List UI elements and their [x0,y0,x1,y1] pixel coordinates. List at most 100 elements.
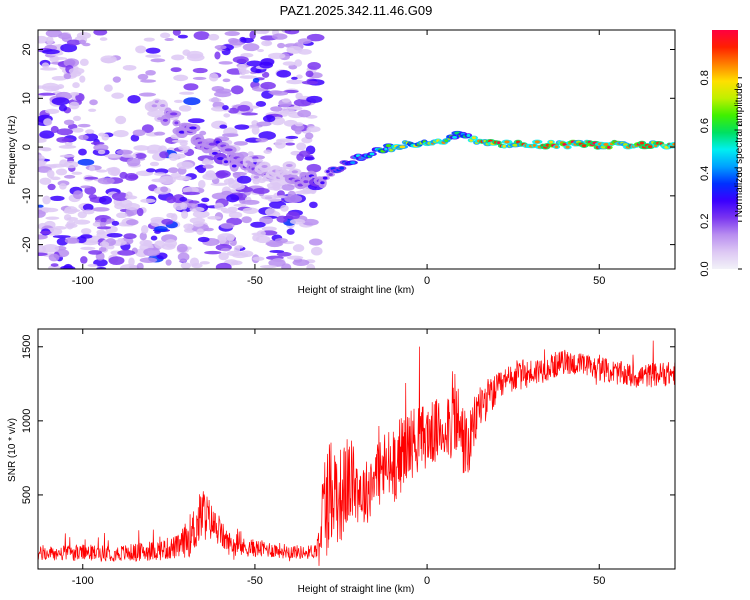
spectrogram-noise-blob [68,67,85,75]
spectrogram-noise-blob [60,43,78,53]
spectrogram-noise-blob [182,49,191,56]
spectrogram-noise-blob [80,228,92,235]
spectrogram-noise-blob [88,108,97,112]
spectrogram-noise-blob [137,73,149,81]
spectrogram-noise-blob [208,33,220,41]
snr-frame [37,328,676,570]
spectrogram-ridge-core [581,144,587,148]
spectrogram-ridge-core [399,145,406,149]
spectrogram-noise-blob [139,257,158,263]
spectrogram-noise-blob [127,174,139,180]
spectrogram-noise-blob [49,195,65,201]
spectrogram-noise-blob [126,219,139,226]
spectrogram-noise-blob [159,32,171,39]
spectrogram-noise-blob [153,131,166,136]
spectrogram-noise-blob [289,218,306,225]
colorbar-ticks: 0.0 0.2 0.4 0.6 0.8 [699,70,742,277]
spectrogram-ridge-core [231,164,237,168]
spectrogram-noise-blob [242,199,260,205]
spectrogram-noise-blob [262,115,276,123]
spectrogram-noise-blob [306,33,325,42]
spectrogram-noise-blob [192,76,207,80]
spectrogram-noise-blob [215,262,232,269]
spectrogram-noise-blob [226,250,243,257]
spectrogram-noise-blob [177,34,188,39]
spectrogram-noise-blob [252,77,260,83]
spectrogram-noise-blob [260,81,276,90]
spectrogram-noise-blob [173,99,184,104]
spectrogram-noise-blob [116,149,133,155]
spectrogram-noise-blob [234,124,250,130]
spectrogram-ridge-core [169,112,178,116]
spectrogram-noise-blob [41,62,50,69]
spectrogram-frame [37,29,676,270]
spectrogram-noise-blob [183,223,194,230]
spectrogram-noise-blob [104,154,123,158]
spectrogram-ridge-core [549,140,553,144]
spectrogram-noise-blob [48,163,67,168]
spectrogram-ridge-core [261,164,268,168]
spectrogram-noise-blob [270,106,283,112]
spectrogram-noise-blob [38,92,56,96]
spectrogram-noise-blob [256,230,266,237]
spectrogram-ridge-core [504,140,510,144]
spectrogram-noise-blob [296,153,304,161]
spectrogram-noise-blob [68,101,80,110]
spectrogram-noise-blob [43,118,53,126]
y-tick-label: -20 [21,237,33,253]
spectrogram-noise-blob [165,259,172,266]
spectrogram-noise-blob [99,37,108,41]
spectrogram-noise-blob [38,204,44,208]
spectrogram-ridge-core [532,143,537,147]
spectrogram-noise-blob [240,37,255,43]
spectrogram-noise-blob [77,123,91,128]
spectrogram-noise-blob [65,223,78,229]
spectrogram-noise-blob [268,52,286,59]
spectrogram-noise-blob [221,190,232,196]
spectrogram-noise-blob [226,233,235,242]
spectrogram-noise-blob [214,44,227,50]
spectrogram-noise-blob [138,92,156,97]
y-tick-label: 0 [21,144,33,150]
spectrogram-noise-blob [126,157,141,167]
spectrogram-noise-blob [171,54,185,61]
spectrogram-x-label: Height of straight line (km) [298,285,415,296]
spectrogram-noise-blob [281,98,291,103]
spectrogram-noise-blob [242,207,259,214]
spectrogram-noise-blob [141,124,154,133]
y-tick-label: 10 [21,92,33,104]
spectrogram-noise-blob [112,76,121,83]
spectrogram-noise-blob [192,67,208,74]
spectrogram-ridge-core [189,126,197,130]
spectrogram-noise-blob [121,154,137,158]
spectrogram-noise-blob [96,266,107,269]
spectrogram-noise-blob [113,130,129,138]
spectrogram-noise-blob [128,257,135,266]
spectrogram-noise-blob [214,51,221,60]
spectrogram-noise-blob [46,169,55,179]
spectrogram-noise-blob [140,224,149,234]
spectrogram-noise-blob [82,42,91,47]
colorbar-tick-label: 0.8 [699,70,711,85]
spectrogram-noise-blob [38,234,48,240]
chart-title: PAZ1.2025.342.11.46.G09 [280,3,433,18]
spectrogram-noise-blob [177,252,190,262]
spectrogram-noise-blob [106,218,115,223]
spectrogram-noise-blob [132,129,146,137]
spectrogram-noise-blob [88,250,103,255]
spectrogram-noise-blob [291,76,298,80]
spectrogram-ridge-layer [144,98,675,190]
spectrogram-ridge-core [384,147,388,151]
spectrogram-noise-blob [156,252,168,260]
spectrogram-noise-blob [230,85,244,95]
spectrogram-ridge-core [565,145,570,149]
spectrogram-noise-blob [250,221,266,228]
spectrogram-noise-blob [122,64,137,71]
spectrogram-noise-layer [38,30,325,269]
spectrogram-noise-blob [221,133,239,138]
spectrogram-noise-blob [39,230,52,235]
spectrogram-noise-blob [247,151,254,157]
spectrogram-noise-blob [101,57,116,64]
spectrogram-noise-blob [143,37,155,42]
spectrogram-noise-blob [276,69,292,78]
